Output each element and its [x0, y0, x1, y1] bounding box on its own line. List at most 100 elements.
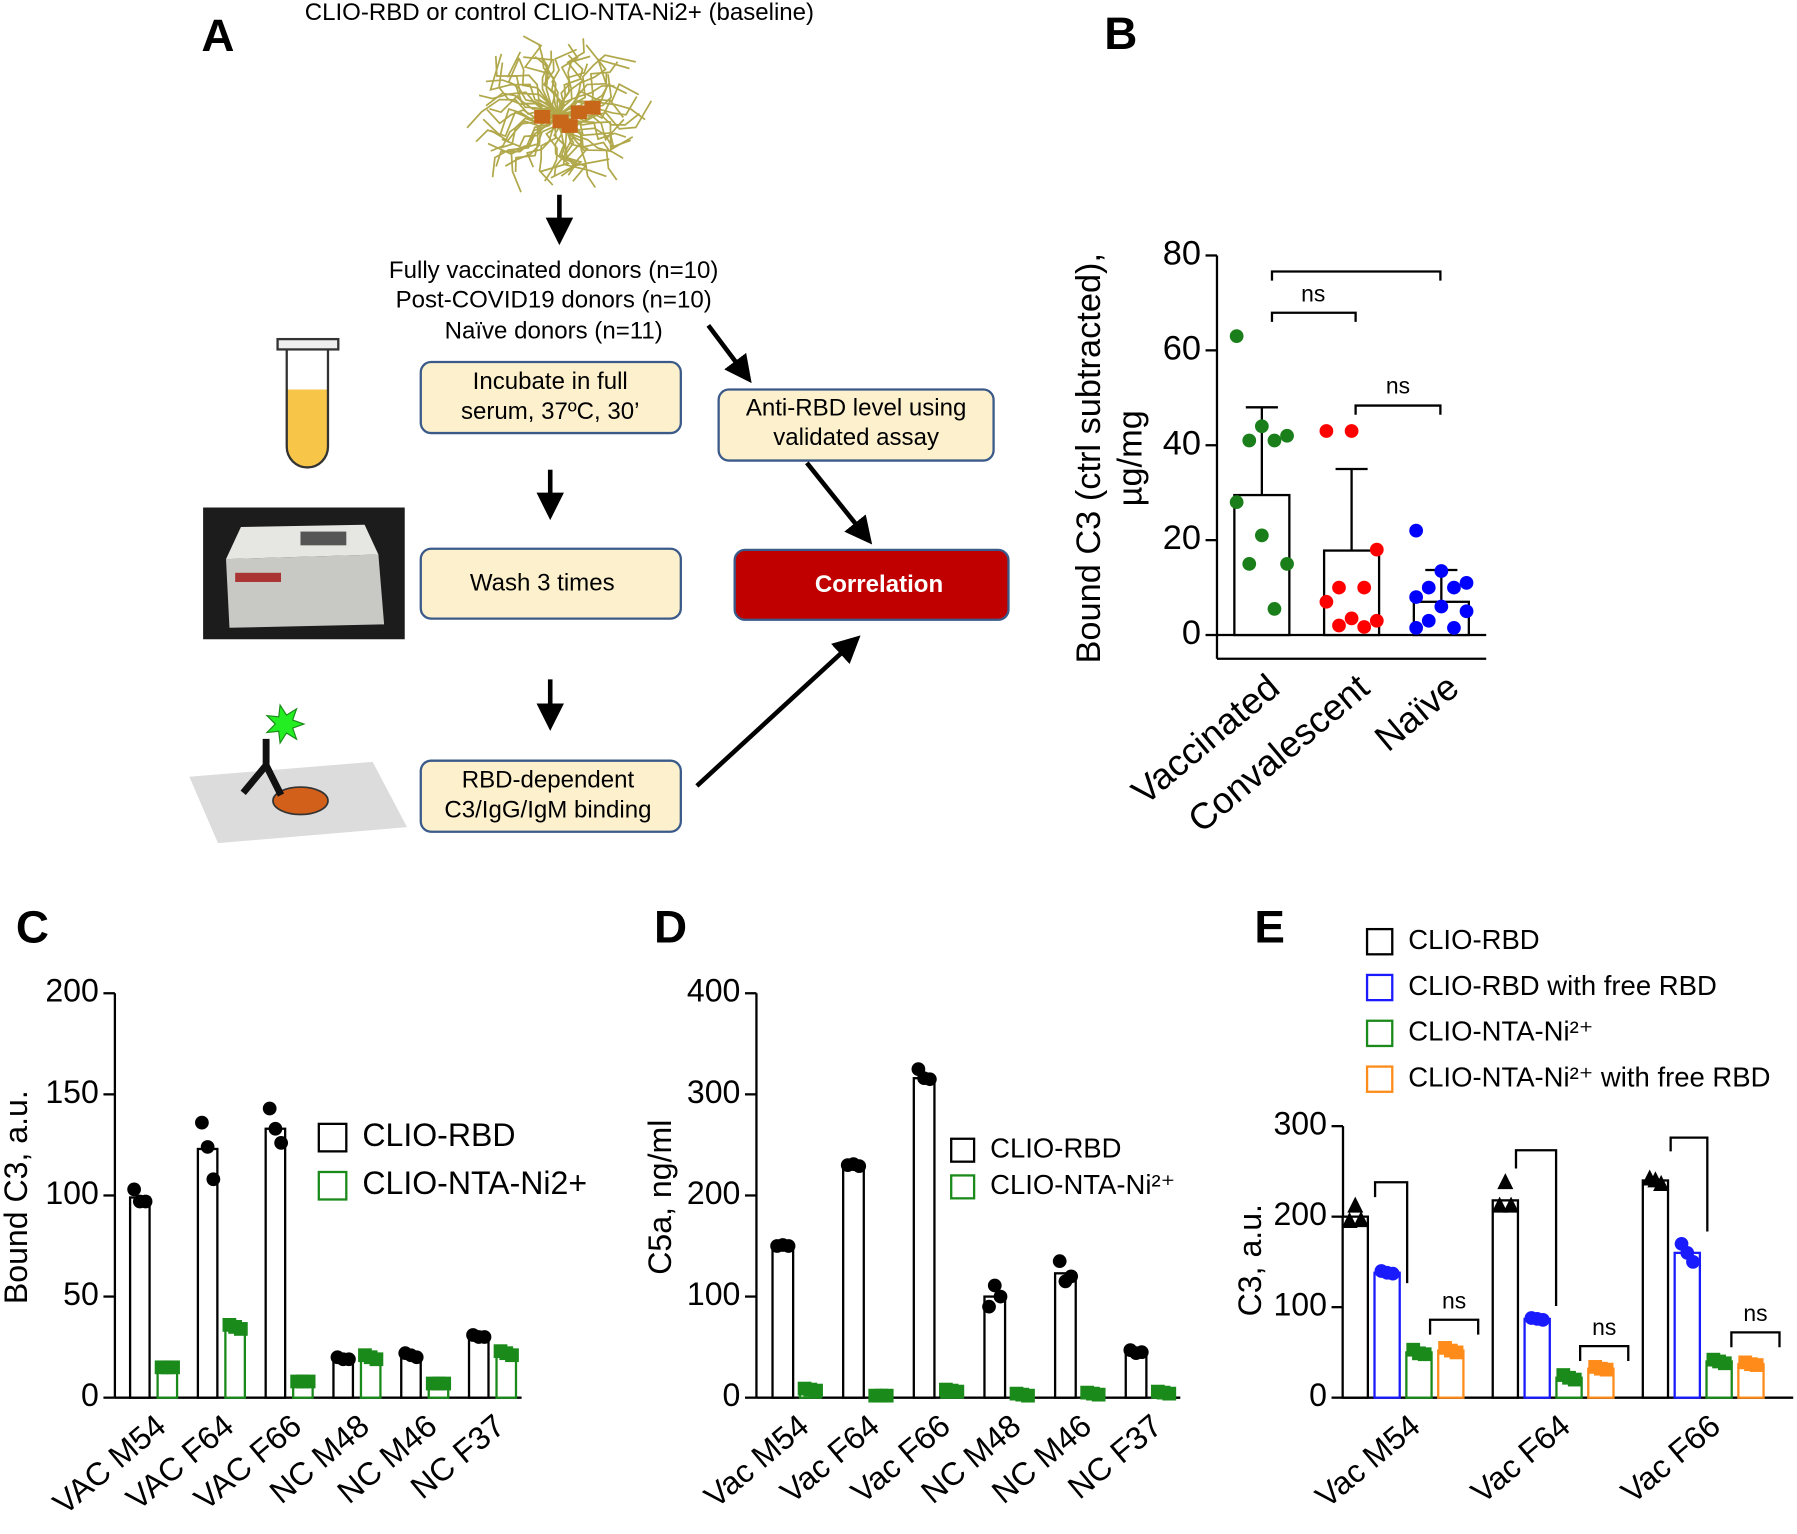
step-text: Wash 3 times	[470, 570, 615, 597]
rbd-block	[561, 119, 578, 133]
donor-text: Post-COVID19 donors (n=10)	[396, 287, 712, 314]
data-point	[437, 1376, 452, 1391]
data-point	[1449, 1345, 1464, 1360]
y-axis-label: Bound C3 (ctrl subtracted),	[1070, 253, 1108, 664]
bar	[224, 1325, 247, 1399]
legend-label: CLIO-RBD with free RBD	[1408, 970, 1717, 1001]
y-tick-label: 0	[1182, 614, 1201, 652]
legend-swatch	[1365, 973, 1394, 1002]
x-tick-label: Naïve	[1367, 666, 1467, 759]
data-point	[1332, 618, 1346, 633]
data-point	[233, 1322, 248, 1336]
legend-swatch	[317, 1170, 348, 1201]
legend-label: CLIO-NTA-Ni²⁺	[990, 1169, 1175, 1200]
bar	[264, 1127, 287, 1399]
data-point	[1369, 542, 1384, 557]
data-point	[1653, 1174, 1670, 1191]
bar	[1373, 1271, 1401, 1399]
significance-bracket	[1354, 404, 1442, 415]
data-point	[262, 1101, 277, 1116]
data-point	[1385, 1266, 1400, 1281]
data-point	[1319, 594, 1334, 609]
y-tick-label: 400	[687, 973, 741, 1009]
annotation: ns	[1386, 372, 1410, 398]
data-point	[993, 1289, 1008, 1304]
data-point	[268, 1121, 283, 1136]
binding-illustration	[189, 703, 408, 844]
panel-label: D	[654, 901, 687, 952]
data-point	[1319, 424, 1334, 438]
x-tick-label: Vac F66	[1614, 1407, 1727, 1510]
legend-label: CLIO-NTA-Ni2+	[362, 1165, 587, 1201]
legend-swatch	[1365, 1019, 1394, 1048]
legend-label: CLIO-RBD	[362, 1117, 515, 1153]
data-point	[166, 1360, 180, 1375]
arrow	[706, 323, 752, 384]
significance-bracket	[1514, 1149, 1558, 1307]
data-point	[200, 1140, 215, 1154]
strand	[507, 57, 560, 116]
y-tick-label: 60	[1163, 329, 1201, 367]
significance-bracket	[1730, 1331, 1781, 1348]
data-point	[1267, 433, 1282, 448]
strand	[544, 50, 561, 115]
bar	[196, 1147, 219, 1399]
data-point	[1409, 621, 1424, 635]
y-axis-label: C3, a.u.	[1232, 1204, 1268, 1316]
data-point	[1242, 556, 1257, 571]
data-point	[301, 1374, 316, 1389]
data-point	[1447, 621, 1461, 635]
y-axis-label: C5a, ng/ml	[642, 1120, 678, 1275]
title: CLIO-RBD or control CLIO-NTA-Ni2+ (basel…	[305, 0, 814, 26]
x-tick-label: Vac M54	[1308, 1407, 1426, 1514]
step-text: C3/IgG/IgM binding	[444, 796, 651, 823]
data-point	[1717, 1356, 1732, 1371]
strand	[523, 56, 561, 115]
data-point	[409, 1350, 424, 1365]
step-box	[419, 360, 682, 435]
data-point	[1091, 1387, 1106, 1402]
significance-bracket	[1270, 270, 1442, 281]
assay-text: validated assay	[773, 424, 939, 451]
arrow	[695, 635, 861, 788]
data-point	[1357, 620, 1372, 634]
significance-bracket	[1373, 1181, 1409, 1284]
data-point	[1280, 556, 1294, 571]
y-tick-label: 20	[1163, 519, 1201, 557]
data-point	[1409, 523, 1424, 538]
nanoparticle	[466, 35, 653, 193]
assay-text: Anti-RBD level using	[746, 394, 967, 421]
data-point	[1536, 1312, 1550, 1327]
y-tick-label: 50	[63, 1276, 99, 1312]
data-point	[1344, 424, 1359, 438]
rbd-block	[570, 105, 587, 120]
legend-label: CLIO-RBD	[990, 1132, 1121, 1163]
bar	[912, 1077, 936, 1399]
legend-label: CLIO-NTA-Ni²⁺ with free RBD	[1408, 1061, 1770, 1092]
data-point	[1162, 1386, 1177, 1401]
data-point	[1503, 1196, 1520, 1213]
significance-bracket	[1270, 311, 1357, 322]
chart: E C3, a.u. 0 100 200 300 Vac M54 Vac F64 Vac F66…	[1232, 901, 1794, 1515]
result-box	[733, 548, 1010, 621]
data-point	[781, 1239, 796, 1253]
rbd-block	[584, 100, 601, 115]
bar	[1641, 1179, 1670, 1399]
data-point	[1229, 329, 1244, 344]
annotation: ns	[1743, 1300, 1767, 1326]
bar	[1341, 1215, 1370, 1399]
data-point	[987, 1278, 1002, 1293]
error-bar	[1335, 467, 1368, 551]
data-point	[1064, 1269, 1079, 1284]
data-point	[1369, 613, 1384, 628]
panel-label: A	[201, 10, 234, 61]
data-point	[1357, 580, 1372, 595]
step-box	[419, 547, 682, 620]
assay-box	[717, 388, 995, 462]
legend-swatch	[1365, 1065, 1394, 1093]
y-axis-label: µg/mg	[1111, 410, 1149, 506]
data-point	[1347, 1196, 1364, 1213]
rbd-block	[534, 109, 551, 124]
